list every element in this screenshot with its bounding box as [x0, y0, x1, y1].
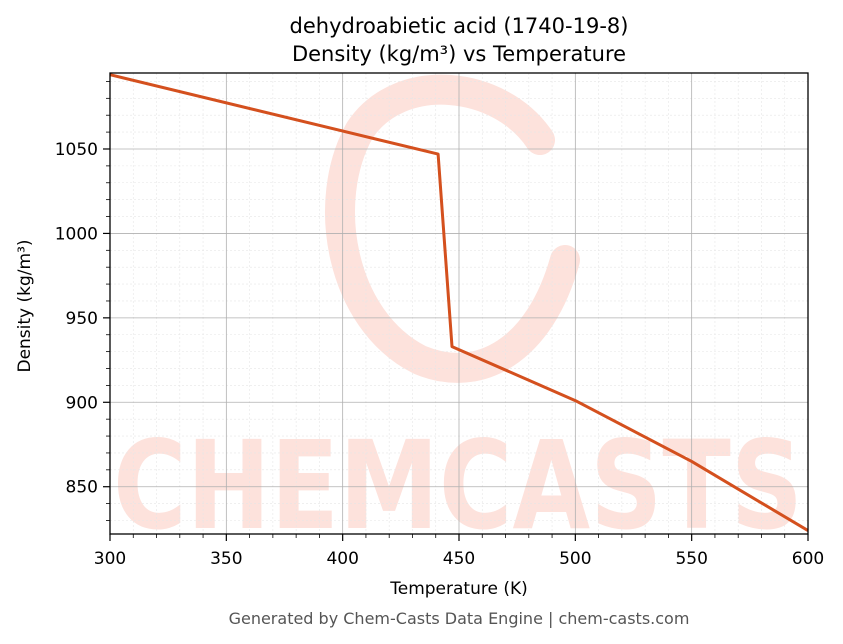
x-axis-label: Temperature (K)	[389, 579, 528, 599]
y-axis-label: Density (kg/m³)	[15, 239, 35, 372]
x-tick-label: 450	[443, 549, 475, 569]
y-tick-label: 1000	[55, 224, 98, 244]
x-tick-label: 400	[326, 549, 358, 569]
watermark-c-logo	[325, 74, 580, 383]
y-tick-label: 850	[66, 478, 98, 498]
y-tick-label: 900	[66, 393, 98, 413]
y-tick-label: 950	[66, 309, 98, 329]
chart-title: dehydroabietic acid (1740-19-8)	[290, 14, 629, 38]
major-grid	[109, 73, 809, 534]
y-tick-label: 1050	[55, 140, 98, 160]
x-tick-label: 600	[792, 549, 824, 569]
density-series-line	[109, 73, 809, 532]
x-tick-label: 350	[210, 549, 242, 569]
watermark-text: CHEMCASTS	[113, 415, 803, 557]
x-axis-ticks: 300 350 400 450 500 550 600	[94, 534, 824, 569]
footer-credit: Generated by Chem-Casts Data Engine | ch…	[229, 609, 690, 628]
y-axis-ticks: 850 900 950 1000 1050	[55, 81, 110, 521]
chart-subtitle: Density (kg/m³) vs Temperature	[292, 42, 626, 66]
x-tick-label: 300	[94, 549, 126, 569]
x-tick-label: 500	[559, 549, 591, 569]
chemcasts-watermark: CHEMCASTS	[113, 74, 803, 557]
x-tick-label: 550	[675, 549, 707, 569]
